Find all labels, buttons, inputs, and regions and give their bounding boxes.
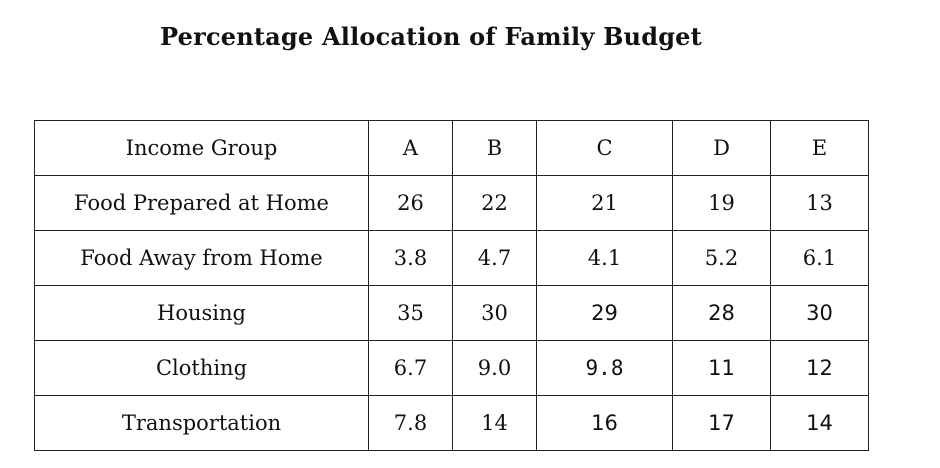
row-label: Clothing (34, 340, 369, 396)
table-row: Transportation 7.8 14 16 17 14 (34, 395, 869, 451)
table-row: Food Prepared at Home 26 22 21 19 13 (34, 175, 869, 231)
table-cell: 21 (536, 175, 673, 231)
row-label: Transportation (34, 395, 369, 451)
table-cell: 5.2 (672, 230, 771, 286)
header-cell-d: D (672, 120, 771, 176)
header-cell-a: A (368, 120, 453, 176)
table-cell: 30 (770, 285, 869, 341)
table-cell: 16 (536, 395, 673, 451)
header-cell-b: B (452, 120, 537, 176)
budget-table: Income Group A B C D E Food Prepared at … (34, 120, 869, 451)
table-cell: 17 (672, 395, 771, 451)
table-cell: 9.8 (536, 340, 673, 396)
table-row: Housing 35 30 29 28 30 (34, 285, 869, 341)
table-cell: 26 (368, 175, 453, 231)
table-cell: 19 (672, 175, 771, 231)
table-cell: 3.8 (368, 230, 453, 286)
table-cell: 6.1 (770, 230, 869, 286)
table-cell: 28 (672, 285, 771, 341)
table-cell: 30 (452, 285, 537, 341)
table-cell: 6.7 (368, 340, 453, 396)
table-cell: 4.1 (536, 230, 673, 286)
row-label: Food Away from Home (34, 230, 369, 286)
table-cell: 12 (770, 340, 869, 396)
header-row: Income Group A B C D E (34, 120, 869, 176)
table-row: Clothing 6.7 9.0 9.8 11 12 (34, 340, 869, 396)
table-row: Food Away from Home 3.8 4.7 4.1 5.2 6.1 (34, 230, 869, 286)
table-cell: 22 (452, 175, 537, 231)
table-cell: 35 (368, 285, 453, 341)
header-cell-income-group: Income Group (34, 120, 369, 176)
table-cell: 14 (770, 395, 869, 451)
table-cell: 14 (452, 395, 537, 451)
table-cell: 4.7 (452, 230, 537, 286)
table-cell: 9.0 (452, 340, 537, 396)
row-label: Housing (34, 285, 369, 341)
header-cell-e: E (770, 120, 869, 176)
table-cell: 29 (536, 285, 673, 341)
table-cell: 11 (672, 340, 771, 396)
table-title: Percentage Allocation of Family Budget (160, 22, 702, 51)
header-cell-c: C (536, 120, 673, 176)
table-cell: 13 (770, 175, 869, 231)
table-cell: 7.8 (368, 395, 453, 451)
row-label: Food Prepared at Home (34, 175, 369, 231)
